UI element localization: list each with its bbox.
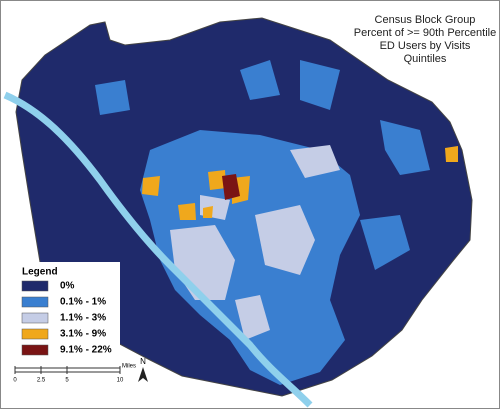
title-line: Percent of >= 90th Percentile: [354, 27, 496, 39]
scale-unit: Miles: [122, 364, 136, 370]
region: [203, 206, 213, 218]
river: [3, 91, 313, 408]
legend-box: [12, 262, 120, 360]
legend-label: 9.1% - 22%: [60, 345, 112, 356]
title-line: ED Users by Visits: [380, 40, 471, 52]
region: [142, 176, 160, 196]
north-symbol: [138, 367, 148, 382]
legend-swatch: [21, 312, 49, 324]
legend-swatch: [21, 328, 49, 340]
legend-title: Legend: [22, 267, 58, 278]
legend: Legend 0% 0.1% - 1% 1.1% - 3% 3.1% - 9% 9.1%…: [12, 262, 120, 360]
region: [240, 60, 280, 100]
region: [360, 215, 410, 270]
legend-label: 3.1% - 9%: [60, 329, 106, 340]
region: [95, 80, 130, 115]
title-line: Census Block Group: [375, 14, 476, 26]
scale-label: 0: [13, 378, 17, 384]
region: [208, 170, 226, 190]
legend-swatch: [21, 280, 49, 292]
region: [235, 295, 270, 340]
region: [290, 145, 340, 178]
north-arrow: N: [138, 357, 148, 382]
region: [380, 120, 430, 175]
regions-medium: [95, 60, 430, 385]
scale-bar: 0 2.5 5 10 Miles: [13, 364, 136, 384]
regions-orange: [142, 146, 458, 220]
region: [300, 60, 340, 110]
region: [178, 203, 196, 220]
legend-label: 0%: [60, 281, 75, 292]
scale-label: 5: [65, 378, 69, 384]
region: [255, 205, 315, 275]
region: [140, 130, 360, 385]
scale-label: 2.5: [37, 378, 46, 384]
region: [445, 146, 458, 162]
legend-swatch: [21, 344, 49, 356]
title-line: Quintiles: [404, 53, 447, 65]
legend-label: 1.1% - 3%: [60, 313, 106, 324]
legend-swatch: [21, 296, 49, 308]
north-label: N: [140, 357, 146, 366]
region-red: [222, 174, 240, 200]
legend-label: 0.1% - 1%: [60, 297, 106, 308]
scale-label: 10: [117, 378, 124, 384]
